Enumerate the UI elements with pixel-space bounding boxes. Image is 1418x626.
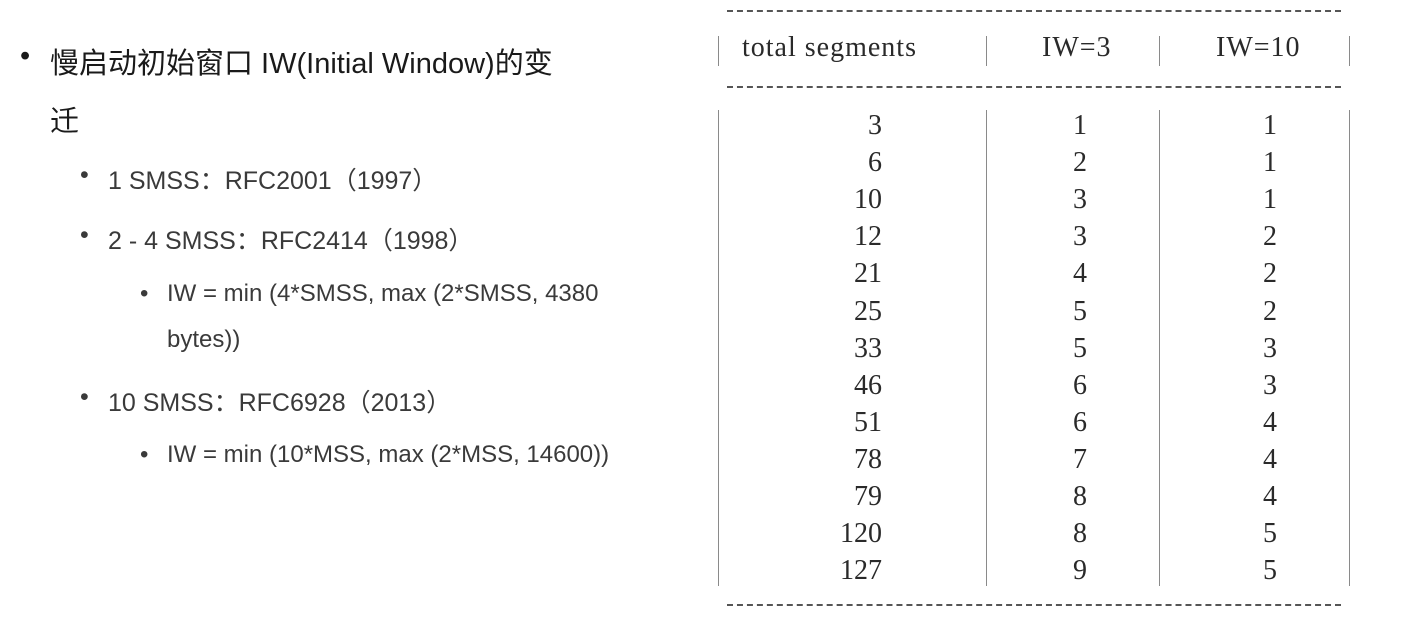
cell-iw3: 6	[1073, 406, 1087, 438]
cell-iw10: 2	[1263, 258, 1277, 290]
table-column-divider	[986, 110, 987, 586]
cell-iw3: 3	[1073, 221, 1087, 253]
cell-iw10: 5	[1263, 555, 1277, 587]
cell-iw3: 8	[1073, 481, 1087, 512]
table-column-divider	[986, 36, 987, 66]
cell-total-segments: 12	[854, 221, 882, 253]
cell-iw10: 3	[1263, 332, 1277, 364]
cell-iw10: 1	[1263, 184, 1277, 216]
formula-rfc2414-line1: IW = min (4*SMSS, max (2*SMSS, 4380	[167, 280, 599, 307]
main-bullet-title-line2: 迁	[50, 106, 80, 138]
cell-total-segments: 78	[854, 443, 882, 475]
cell-total-segments: 3	[868, 110, 882, 141]
bullet-dot: •	[140, 441, 149, 468]
cell-total-segments: 10	[854, 184, 882, 216]
cell-total-segments: 127	[840, 555, 882, 587]
bullet-dot: •	[20, 40, 31, 72]
cell-total-segments: 51	[854, 406, 882, 438]
bullet-dot: •	[140, 280, 149, 307]
cell-total-segments: 120	[840, 518, 882, 550]
sub-bullet-rfc6928: 10 SMSS：RFC6928（2013）	[108, 389, 452, 417]
cell-iw3: 2	[1073, 147, 1087, 179]
table-bottom-rule	[727, 604, 1341, 606]
cell-iw3: 5	[1073, 295, 1087, 327]
table-top-rule	[727, 10, 1341, 12]
cell-iw10: 2	[1263, 221, 1277, 253]
cell-iw3: 4	[1073, 258, 1087, 290]
cell-iw3: 6	[1073, 369, 1087, 401]
cell-iw10: 4	[1263, 481, 1277, 512]
cell-iw3: 9	[1073, 555, 1087, 587]
cell-iw10: 5	[1263, 518, 1277, 550]
cell-iw10: 4	[1263, 406, 1277, 438]
cell-iw10: 3	[1263, 369, 1277, 401]
cell-total-segments: 21	[854, 258, 882, 290]
table-column-divider	[718, 110, 719, 586]
sub-bullet-rfc2414: 2 - 4 SMSS：RFC2414（1998）	[108, 227, 474, 255]
table-column-divider	[1349, 36, 1350, 66]
table-header-rule	[727, 86, 1341, 88]
cell-iw3: 3	[1073, 184, 1087, 216]
table-column-divider	[1349, 110, 1350, 586]
cell-iw3: 7	[1073, 443, 1087, 475]
cell-iw10: 1	[1263, 147, 1277, 179]
cell-iw3: 5	[1073, 332, 1087, 364]
column-header-total-segments: total segments	[742, 32, 917, 63]
column-header-iw10: IW=10	[1216, 32, 1301, 63]
cell-total-segments: 33	[854, 332, 882, 364]
formula-rfc2414-line2: bytes))	[167, 326, 241, 353]
cell-iw3: 1	[1073, 110, 1087, 141]
table-column-divider	[1159, 36, 1160, 66]
cell-iw3: 8	[1073, 518, 1087, 550]
bullet-list: • 慢启动初始窗口 IW(Initial Window)的变 迁 • 1 SMS…	[0, 0, 680, 626]
cell-iw10: 2	[1263, 295, 1277, 327]
main-bullet-title-line1: 慢启动初始窗口 IW(Initial Window)的变	[50, 48, 553, 80]
table-column-divider	[718, 36, 719, 66]
cell-iw10: 4	[1263, 443, 1277, 475]
cell-total-segments: 79	[854, 481, 882, 512]
bullet-dot: •	[80, 161, 89, 189]
formula-rfc6928: IW = min (10*MSS, max (2*MSS, 14600))	[167, 441, 610, 468]
cell-total-segments: 46	[854, 369, 882, 401]
sub-bullet-rfc2001: 1 SMSS：RFC2001（1997）	[108, 167, 438, 195]
bullet-dot: •	[80, 383, 89, 411]
cell-iw10: 1	[1263, 110, 1277, 141]
cell-total-segments: 25	[854, 295, 882, 327]
cell-total-segments: 6	[868, 147, 882, 179]
table-column-divider	[1159, 110, 1160, 586]
bullet-dot: •	[80, 221, 89, 249]
column-header-iw3: IW=3	[1042, 32, 1112, 63]
